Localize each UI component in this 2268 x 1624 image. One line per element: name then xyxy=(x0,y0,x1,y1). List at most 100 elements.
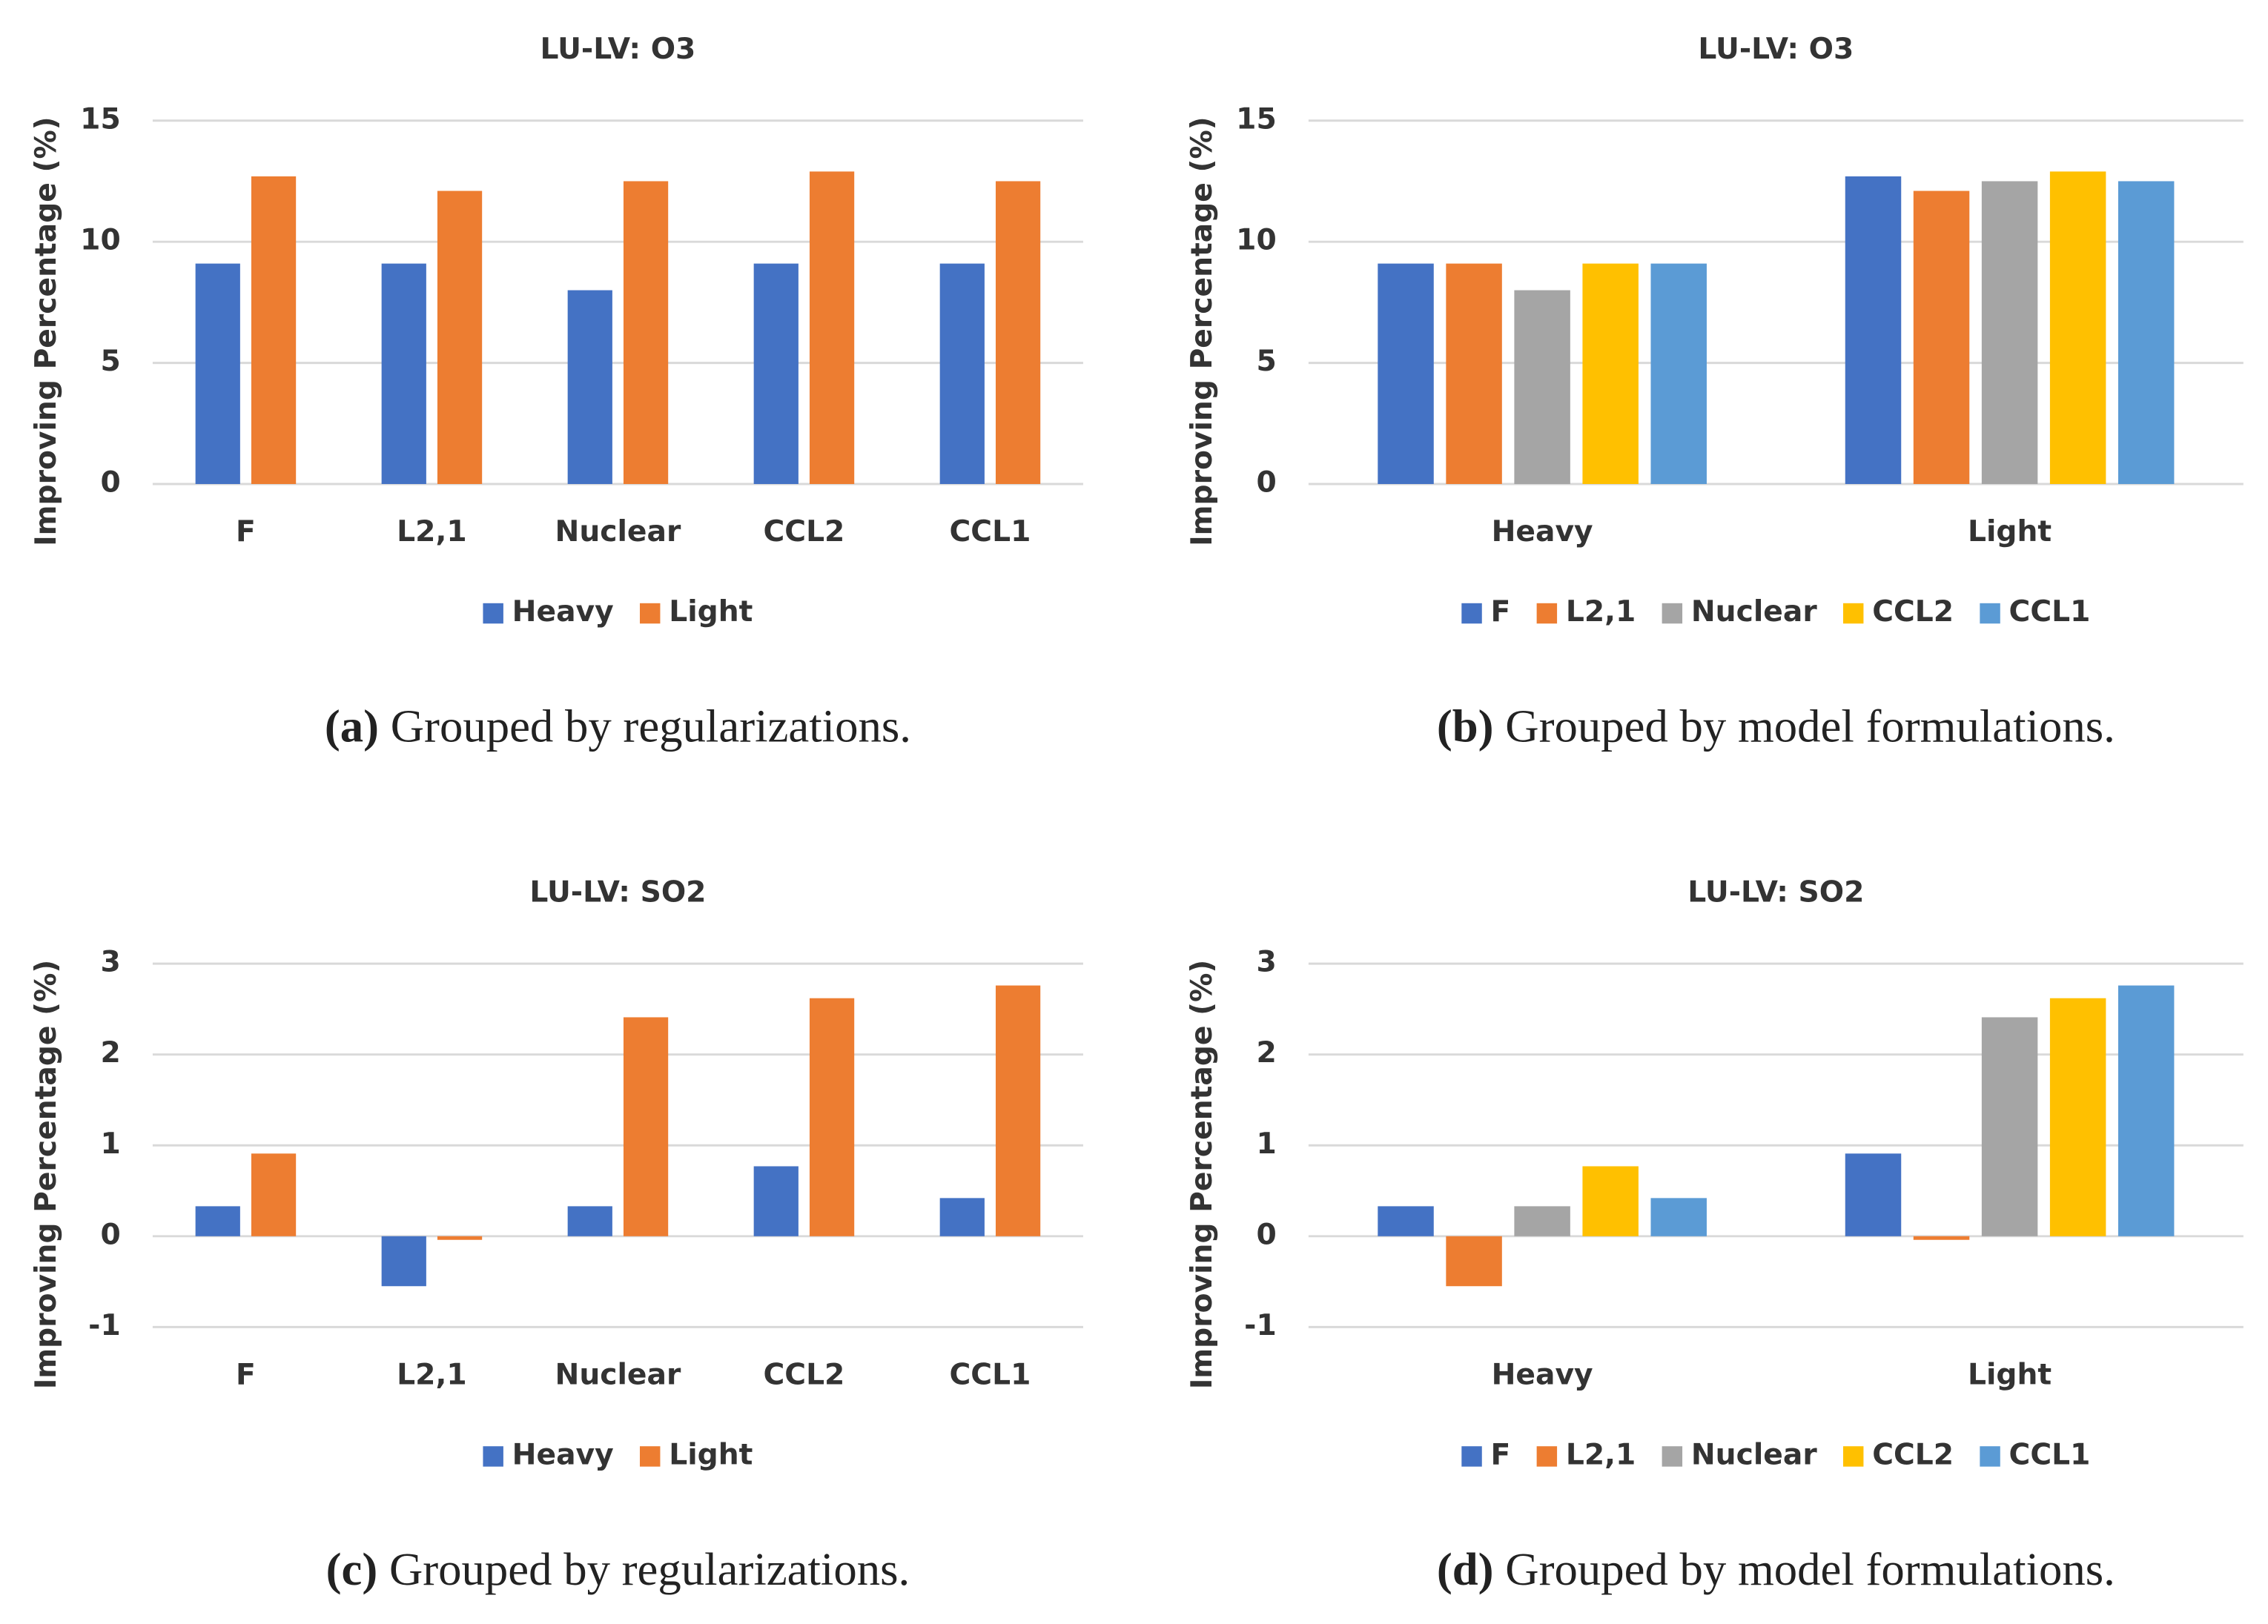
bar xyxy=(251,1153,297,1236)
bar xyxy=(1650,1198,1707,1236)
legend-label: Light xyxy=(669,1438,753,1471)
legend: F L2,1 Nuclear CCL2 CCL1 xyxy=(1461,595,2090,629)
chart-title: LU-LV: O3 xyxy=(1698,33,1854,66)
chart: LU-LV: O3 Improving Percentage (%) 0 5 10 15 F… xyxy=(30,33,1083,752)
y-axis-label: Improving Percentage (%) xyxy=(30,960,63,1390)
legend-label: F xyxy=(1491,1438,1511,1471)
caption: (b) Grouped by model formulations. xyxy=(1437,700,2115,752)
legend-swatch xyxy=(1980,1446,2000,1467)
legend-label: CCL1 xyxy=(2009,595,2091,629)
legend-label: CCL2 xyxy=(1872,595,1954,629)
y-tick-label: 3 xyxy=(1256,946,1276,979)
x-tick-label: Nuclear xyxy=(555,515,681,548)
bar xyxy=(1514,290,1570,485)
bar xyxy=(437,1236,483,1240)
bar xyxy=(381,263,426,485)
bar xyxy=(1582,1166,1639,1236)
y-tick-label: 15 xyxy=(1236,102,1277,136)
legend-label: CCL1 xyxy=(2009,1438,2091,1471)
caption-label: (c) xyxy=(326,1543,378,1595)
legend-label: F xyxy=(1491,595,1511,629)
x-tick-label: CCL2 xyxy=(764,515,845,548)
bar xyxy=(437,190,483,485)
bar xyxy=(195,263,240,485)
chart: LU-LV: SO2 Improving Percentage (%) -1 0 1 2 3… xyxy=(30,876,1083,1595)
bar xyxy=(1913,190,1970,485)
y-tick-label: 5 xyxy=(100,345,120,378)
bar xyxy=(1378,1206,1434,1236)
legend-swatch xyxy=(1842,1446,1864,1467)
bar xyxy=(1981,1017,2038,1236)
chart: LU-LV: O3 Improving Percentage (%) 0 5 10 15 H… xyxy=(1186,33,2244,752)
y-axis-label: Improving Percentage (%) xyxy=(30,116,63,546)
legend-swatch xyxy=(483,1446,503,1467)
caption: (d) Grouped by model formulations. xyxy=(1437,1543,2115,1595)
bar xyxy=(623,1017,669,1236)
bar xyxy=(753,263,799,485)
bar xyxy=(1582,263,1639,485)
bar xyxy=(1514,1206,1570,1236)
legend-label: L2,1 xyxy=(1566,595,1636,629)
chart: LU-LV: SO2 Improving Percentage (%) -1 0 1 2 3… xyxy=(1186,876,2244,1595)
bar xyxy=(567,290,612,485)
bar xyxy=(1446,263,1502,485)
legend-swatch xyxy=(483,603,503,624)
bar xyxy=(623,181,669,485)
bar xyxy=(753,1166,799,1236)
bar xyxy=(2049,171,2106,485)
x-tick-label: L2,1 xyxy=(397,515,466,548)
y-tick-label: 10 xyxy=(1236,224,1277,257)
y-tick-label: 2 xyxy=(100,1036,120,1070)
bar xyxy=(1378,263,1434,485)
bar xyxy=(1913,1236,1970,1240)
bar xyxy=(1845,1153,1902,1236)
y-tick-label: 0 xyxy=(1256,1218,1276,1251)
legend-label: Nuclear xyxy=(1691,1438,1817,1471)
caption-text: Grouped by regularizations. xyxy=(391,700,911,752)
legend: Heavy Light xyxy=(483,595,753,629)
legend-swatch xyxy=(1461,603,1482,624)
chart-title: LU-LV: SO2 xyxy=(1687,876,1864,909)
y-tick-label: 10 xyxy=(80,224,121,257)
legend: F L2,1 Nuclear CCL2 CCL1 xyxy=(1461,1438,2090,1471)
y-tick-label: 1 xyxy=(1256,1127,1276,1161)
bar xyxy=(939,263,985,485)
bar xyxy=(809,171,855,485)
x-tick-label: CCL1 xyxy=(950,515,1031,548)
legend-label: CCL2 xyxy=(1872,1438,1954,1471)
caption-label: (d) xyxy=(1437,1543,1494,1595)
bar xyxy=(2117,181,2175,485)
y-tick-label: 1 xyxy=(100,1127,120,1161)
y-tick-label: 0 xyxy=(1256,466,1276,500)
y-tick-label: 2 xyxy=(1256,1036,1276,1070)
bar xyxy=(995,985,1041,1236)
caption-label: (b) xyxy=(1437,700,1494,752)
chart-title: LU-LV: SO2 xyxy=(529,876,706,909)
y-tick-label: 0 xyxy=(100,1218,120,1251)
legend-label: Heavy xyxy=(512,595,614,629)
legend-swatch xyxy=(639,1446,661,1467)
bar xyxy=(995,181,1041,485)
legend: Heavy Light xyxy=(483,1438,753,1471)
y-axis-label: Improving Percentage (%) xyxy=(1186,960,1219,1390)
x-tick-label: Light xyxy=(1968,515,2052,548)
bar xyxy=(2049,998,2106,1236)
legend-label: L2,1 xyxy=(1566,1438,1636,1471)
bar xyxy=(2117,985,2175,1236)
legend-swatch xyxy=(1662,603,1683,624)
legend-swatch xyxy=(1461,1446,1482,1467)
caption: (a) Grouped by regularizations. xyxy=(325,700,911,752)
y-axis-label: Improving Percentage (%) xyxy=(1186,116,1219,546)
chart-title: LU-LV: O3 xyxy=(540,33,695,66)
legend-label: Heavy xyxy=(512,1438,614,1471)
x-tick-label: F xyxy=(236,515,256,548)
legend-label: Light xyxy=(669,595,753,629)
bar xyxy=(1650,263,1707,485)
bar xyxy=(1981,181,2038,485)
caption-text: Grouped by model formulations. xyxy=(1505,700,2115,752)
caption-text: Grouped by regularizations. xyxy=(389,1543,910,1595)
x-tick-label: L2,1 xyxy=(397,1359,466,1392)
bar xyxy=(1446,1236,1502,1287)
